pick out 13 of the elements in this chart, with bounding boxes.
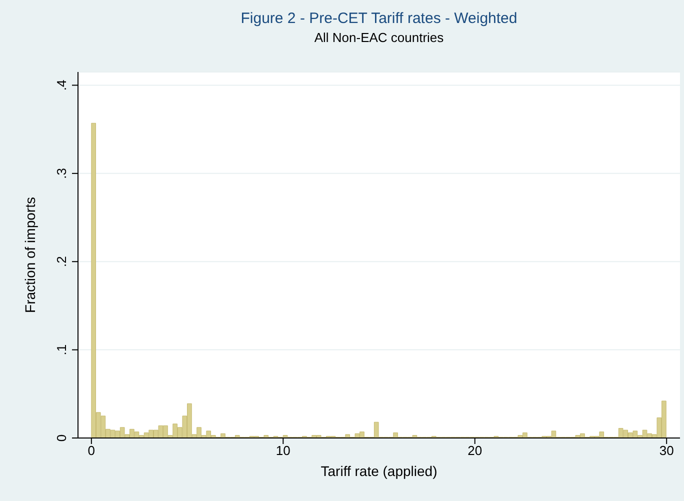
- y-axis-title: Fraction of imports: [22, 197, 38, 313]
- y-tick-label: .2: [54, 256, 69, 268]
- x-tick-label: 30: [659, 443, 674, 458]
- chart-subtitle: All Non-EAC countries: [313, 30, 445, 45]
- y-tick-label: .4: [54, 80, 69, 91]
- y-tick-label: 0: [54, 434, 69, 442]
- x-tick-label: 10: [276, 443, 290, 458]
- y-tick-label: .3: [54, 168, 69, 179]
- x-axis-title: Tariff rate (applied): [320, 463, 438, 479]
- chart-title: Figure 2 - Pre-CET Tariff rates - Weighted: [240, 10, 518, 27]
- x-tick-label: 0: [88, 443, 96, 458]
- y-tick-label: .1: [54, 344, 69, 356]
- x-tick-label: 20: [468, 443, 482, 458]
